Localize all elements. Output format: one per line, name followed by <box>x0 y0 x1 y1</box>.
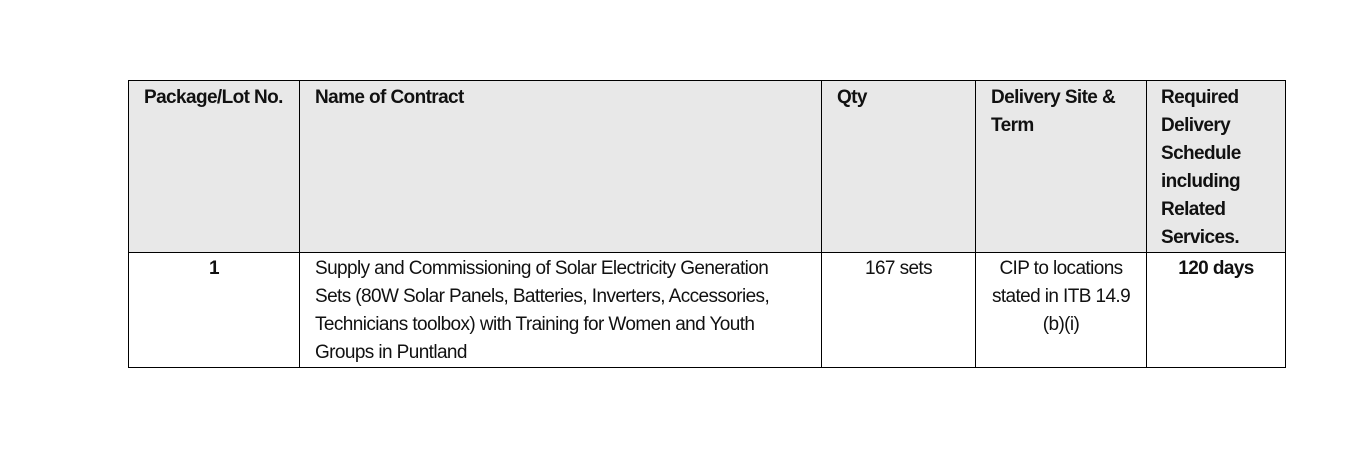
header-cell: Name of Contract <box>299 80 822 253</box>
data-row: 1 Supply and Commissioning of Solar Elec… <box>128 252 1286 368</box>
header-row: Package/Lot No. Name of Contract Qty Del… <box>128 80 1286 253</box>
header-cell: Delivery Site & Term <box>975 80 1147 253</box>
delivery-site: CIP to locations stated in ITB 14.9 (b)(… <box>975 252 1147 368</box>
lot-number: 1 <box>128 252 300 368</box>
quantity: 167 sets <box>821 252 976 368</box>
header-cell: Package/Lot No. <box>128 80 300 253</box>
contract-table: Package/Lot No. Name of Contract Qty Del… <box>128 80 1286 368</box>
delivery-schedule: 120 days <box>1146 252 1286 368</box>
header-cell: Qty <box>821 80 976 253</box>
contract-name: Supply and Commissioning of Solar Electr… <box>299 252 822 368</box>
header-cell: Required Delivery Schedule including Rel… <box>1146 80 1286 253</box>
